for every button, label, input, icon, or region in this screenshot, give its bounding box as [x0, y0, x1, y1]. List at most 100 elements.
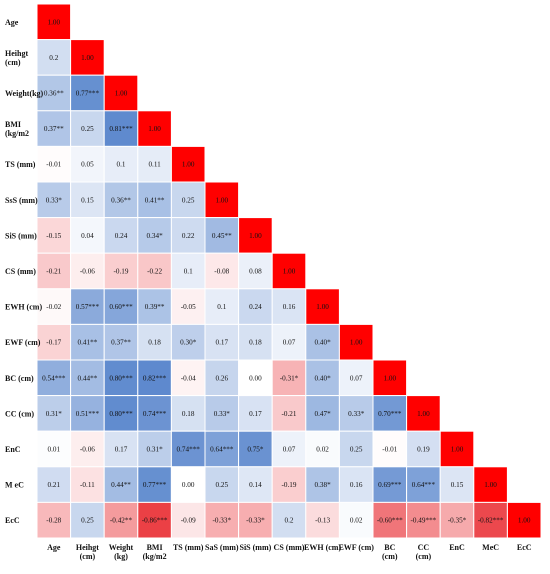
column-label-5: SaS (mm)	[205, 543, 239, 552]
heatmap-cell-r9-c2	[103, 323, 139, 361]
cell-value-label: 0.41**	[78, 339, 98, 347]
cell-value-label: -0.15	[46, 232, 61, 240]
cell-value-label: 0.25	[350, 446, 363, 454]
cell-value-label: 0.15	[81, 196, 94, 204]
heatmap-cell-r3-c3	[137, 110, 172, 147]
cell-value-label: -0.82***	[478, 517, 504, 525]
cell-value-label: -0.02	[46, 303, 61, 311]
cell-value-label: -0.21	[46, 268, 61, 276]
heatmap-cell-r9-c0	[36, 323, 72, 361]
cell-value-label: 0.17	[115, 446, 128, 454]
row-label-0: Age	[5, 18, 19, 27]
heatmap-cell-r11-c6	[238, 395, 273, 432]
heatmap-cell-r12-c6	[238, 430, 273, 468]
row-label-3: (kg/m2	[5, 129, 29, 138]
cell-value-label: 0.18	[182, 410, 195, 418]
heatmap-cell-r13-c13	[473, 466, 508, 503]
cell-value-label: 1.00	[249, 232, 262, 240]
heatmap-cell-r7-c2	[103, 252, 139, 290]
cell-value-label: 0.08	[249, 268, 262, 276]
column-label-10: BC	[384, 543, 395, 552]
cell-value-label: 0.24	[249, 303, 262, 311]
cell-value-label: 0.25	[81, 517, 94, 525]
heatmap-cell-r12-c2	[103, 430, 139, 468]
column-label-13: MeC	[482, 543, 499, 552]
heatmap-cell-r12-c10	[372, 430, 408, 468]
cell-value-label: 0.69***	[378, 481, 402, 489]
cell-value-label: -0.60***	[377, 517, 403, 525]
row-label-1: Heihgt	[5, 49, 28, 58]
row-label-10: BC (cm)	[5, 374, 34, 383]
cell-value-label: 0.77***	[76, 90, 100, 98]
cell-value-label: 0.24	[115, 232, 128, 240]
cell-value-label: 0.04	[81, 232, 94, 240]
heatmap-cell-r5-c0	[36, 181, 72, 219]
cell-value-label: -0.33*	[213, 517, 232, 525]
heatmap-cell-r4-c3	[137, 145, 172, 183]
cell-value-label: 0.40*	[315, 374, 332, 382]
column-label-14: EcC	[517, 543, 532, 552]
row-label-1: (cm)	[5, 58, 21, 67]
cell-value-label: 1.00	[518, 517, 531, 525]
heatmap-cell-r13-c5	[204, 466, 240, 503]
heatmap-cell-r12-c8	[305, 430, 340, 468]
cell-value-label: 0.80***	[109, 410, 133, 418]
heatmap-cell-r14-c2	[103, 501, 139, 539]
heatmap-cell-r12-c5	[204, 430, 240, 468]
cell-value-label: 0.81***	[109, 125, 133, 133]
heatmap-cell-r14-c10	[372, 501, 408, 539]
cell-value-label: 0.80***	[109, 374, 133, 382]
cell-value-label: 1.00	[350, 339, 363, 347]
heatmap-cell-r14-c9	[338, 501, 374, 539]
cell-value-label: -0.35*	[448, 517, 467, 525]
heatmap-cell-r5-c4	[170, 181, 206, 219]
column-label-8: EWH (cm)	[304, 543, 341, 552]
heatmap-cell-r7-c7	[271, 252, 307, 290]
heatmap-cell-r14-c3	[137, 501, 172, 539]
cell-value-label: 0.16	[283, 303, 296, 311]
heatmap-cell-r6-c6	[238, 217, 273, 254]
heatmap-cell-r10-c3	[137, 359, 172, 397]
heatmap-cell-r2-c2	[103, 74, 139, 112]
cell-value-label: 0.18	[148, 339, 161, 347]
cell-value-label: 0.2	[49, 54, 58, 62]
cell-value-label: 1.00	[216, 196, 229, 204]
heatmap-cell-r13-c12	[439, 466, 475, 503]
heatmap-cell-r14-c6	[238, 501, 273, 539]
heatmap-cell-r11-c9	[338, 395, 374, 432]
heatmap-cell-r1-c0	[36, 39, 72, 76]
cell-value-label: -0.08	[214, 268, 229, 276]
column-label-7: CS (mm)	[274, 543, 305, 552]
cell-value-label: 0.25	[182, 196, 195, 204]
heatmap-cell-r9-c1	[70, 323, 105, 361]
heatmap-cell-r8-c8	[305, 288, 340, 325]
cell-value-label: -0.01	[46, 161, 61, 169]
cell-value-label: 0.44**	[78, 374, 98, 382]
row-label-11: CC (cm)	[5, 409, 34, 418]
cell-value-label: 0.75*	[247, 446, 264, 454]
cell-value-label: -0.06	[80, 268, 95, 276]
column-label-2: (kg)	[114, 552, 128, 561]
cell-value-label: 1.00	[417, 410, 430, 418]
heatmap-cell-r5-c5	[204, 181, 240, 219]
heatmap-cell-r12-c0	[36, 430, 72, 468]
column-label-1: (cm)	[80, 552, 96, 561]
row-label-2: Weight(kg)	[5, 89, 44, 98]
cell-value-label: 0.07	[283, 339, 296, 347]
cell-value-label: 0.19	[417, 446, 430, 454]
cell-value-label: 0.22	[182, 232, 195, 240]
heatmap-cell-r11-c0	[36, 395, 72, 432]
cell-value-label: 0.00	[249, 374, 262, 382]
heatmap-cell-r14-c14	[506, 501, 542, 539]
heatmap-cell-r3-c1	[70, 110, 105, 147]
heatmap-cell-r6-c0	[36, 217, 72, 254]
cell-value-label: 0.33*	[214, 410, 231, 418]
cell-value-label: 1.00	[115, 90, 128, 98]
heatmap-cell-r12-c9	[338, 430, 374, 468]
cell-value-label: 0.70***	[378, 410, 402, 418]
cell-value-label: 0.07	[283, 446, 296, 454]
heatmap-cell-r12-c12	[439, 430, 475, 468]
heatmap-cell-r13-c6	[238, 466, 273, 503]
heatmap-cell-r11-c2	[103, 395, 139, 432]
heatmap-cell-r14-c13	[473, 501, 508, 539]
